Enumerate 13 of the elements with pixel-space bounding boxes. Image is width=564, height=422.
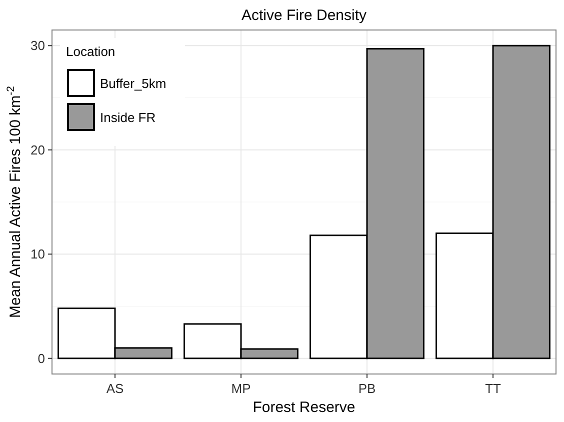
x-tick-label: PB [358, 381, 376, 396]
legend-title: Location [66, 44, 116, 59]
y-tick-label: 10 [30, 246, 45, 262]
y-tick-label: 20 [30, 142, 45, 158]
y-tick-label: 30 [30, 38, 45, 54]
x-tick-label: AS [106, 381, 124, 396]
legend-label: Inside FR [100, 110, 156, 125]
y-tick-label: 0 [38, 350, 45, 366]
x-axis-title: Forest Reserve [252, 399, 356, 416]
chart-title: Active Fire Density [241, 7, 368, 24]
legend-label: Buffer_5km [100, 76, 166, 91]
x-tick-label: MP [231, 381, 251, 396]
x-tick-label: TT [485, 381, 501, 396]
